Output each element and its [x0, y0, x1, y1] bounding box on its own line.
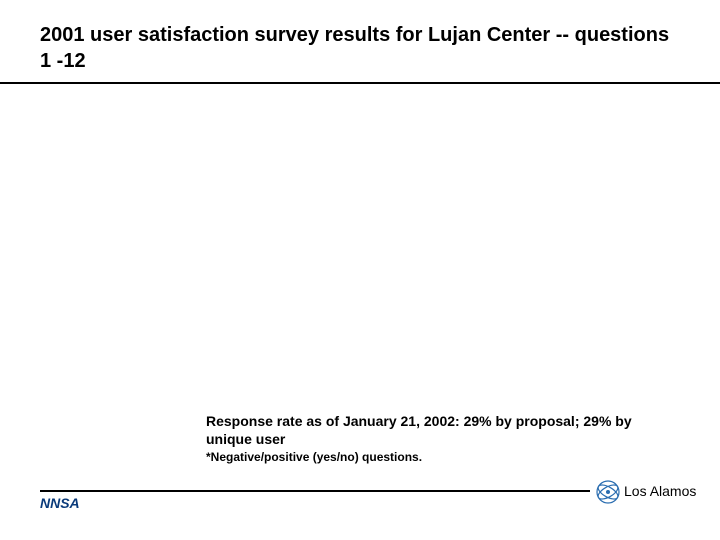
nnsa-logo-text: NNSA	[40, 495, 80, 511]
footer-rule	[40, 490, 590, 492]
los-alamos-logo-text: Los Alamos	[624, 483, 696, 499]
response-block: Response rate as of January 21, 2002: 29…	[206, 412, 680, 464]
title-block: 2001 user satisfaction survey results fo…	[40, 22, 680, 74]
footnote-text: *Negative/positive (yes/no) questions.	[206, 450, 680, 464]
nnsa-logo: NNSA	[40, 494, 90, 512]
los-alamos-logo: Los Alamos	[592, 468, 702, 516]
response-rate-text: Response rate as of January 21, 2002: 29…	[206, 412, 680, 448]
page-title: 2001 user satisfaction survey results fo…	[40, 22, 680, 74]
title-rule	[0, 82, 720, 84]
